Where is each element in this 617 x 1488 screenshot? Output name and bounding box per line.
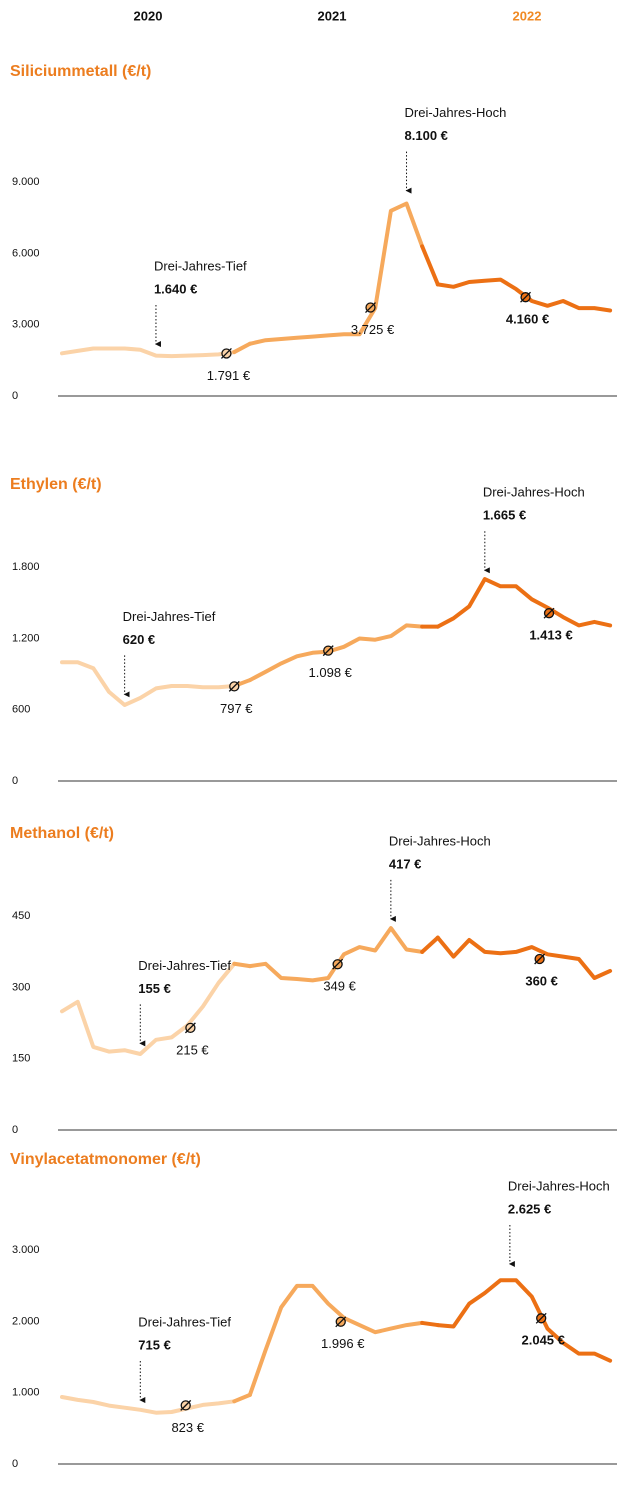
price-line [435, 1278, 613, 1363]
average-marker [543, 607, 555, 619]
y-tick-label: 2.000 [12, 1315, 40, 1327]
average-label: 1.098 € [309, 665, 353, 680]
average-label: 349 € [323, 979, 356, 994]
annotation-text: Drei-Jahres-Tief [123, 609, 216, 624]
average-label: 797 € [220, 701, 253, 716]
average-slash [228, 680, 240, 692]
y-tick-label: 0 [12, 390, 18, 402]
average-slash [535, 1312, 547, 1324]
annotation-text: Drei-Jahres-Hoch [508, 1178, 610, 1193]
average-label: 1.996 € [321, 1336, 365, 1351]
year-label: 2020 [134, 8, 163, 23]
annotation-value: 620 € [123, 632, 156, 647]
average-label: 1.791 € [207, 368, 251, 383]
annotation-text: Drei-Jahres-Tief [138, 1314, 231, 1329]
y-tick-label: 6.000 [12, 247, 40, 259]
average-slash [534, 953, 546, 965]
y-tick-label: 3.000 [12, 1244, 40, 1256]
chart-title: Siliciummetall (€/t) [10, 63, 151, 80]
series-connector [420, 244, 440, 287]
average-slash [180, 1399, 192, 1411]
average-slash [220, 348, 232, 359]
average-slash [335, 1316, 347, 1328]
price-line [247, 201, 425, 346]
average-marker [322, 645, 334, 657]
series-connector [232, 961, 252, 969]
chart: Ethylen (€/t) 0 600 1.200 1.800 Drei-Jahres-T… [10, 476, 617, 787]
average-marker [220, 348, 232, 359]
y-tick-label: 0 [12, 1458, 18, 1470]
annotation-value: 715 € [138, 1337, 171, 1352]
average-label: 2.045 € [522, 1333, 565, 1348]
price-line [247, 623, 425, 683]
chart: Methanol (€/t) 0 150 300 450 Drei-Jahres-Tief… [10, 825, 617, 1136]
average-marker [365, 302, 376, 313]
chart: Vinylacetatmonomer (€/t) 0 1.000 2.000 3.000… [10, 1151, 617, 1470]
price-line [60, 961, 237, 1056]
annotation-text: Drei-Jahres-Hoch [389, 833, 491, 848]
series-connector [232, 1392, 252, 1404]
y-tick-label: 1.800 [12, 561, 40, 573]
annotation-text: Drei-Jahres-Tief [154, 258, 247, 273]
chart-title: Ethylen (€/t) [10, 476, 102, 493]
average-marker [534, 953, 546, 965]
average-marker [184, 1022, 196, 1034]
price-line [60, 1395, 237, 1415]
price-line [435, 577, 613, 629]
series-connector [420, 935, 440, 954]
y-tick-label: 450 [12, 910, 30, 922]
y-tick-label: 600 [12, 704, 30, 716]
average-label: 1.413 € [529, 628, 572, 643]
price-line [60, 346, 237, 359]
y-tick-label: 1.000 [12, 1387, 40, 1399]
y-tick-label: 1.200 [12, 632, 40, 644]
average-label: 823 € [171, 1420, 204, 1435]
annotation-text: Drei-Jahres-Tief [138, 958, 231, 973]
average-marker [535, 1312, 547, 1324]
average-slash [365, 302, 376, 313]
price-line [247, 1283, 425, 1397]
average-marker [520, 291, 531, 303]
average-marker [335, 1316, 347, 1328]
average-slash [332, 958, 344, 970]
annotation-value: 2.625 € [508, 1201, 551, 1216]
annotation-text: Drei-Jahres-Hoch [405, 105, 507, 120]
average-label: 4.160 € [506, 312, 549, 327]
average-marker [332, 958, 344, 970]
price-line [247, 926, 425, 983]
average-marker [180, 1399, 192, 1411]
annotation-value: 417 € [389, 856, 422, 871]
average-label: 215 € [176, 1042, 209, 1057]
series-connector [232, 341, 252, 355]
annotation-value: 1.640 € [154, 281, 197, 296]
chart: Siliciummetall (€/t) 0 3.000 6.000 9.000 Drei… [10, 63, 617, 402]
y-tick-label: 3.000 [12, 319, 40, 331]
annotation-value: 8.100 € [405, 128, 448, 143]
y-tick-label: 150 [12, 1053, 30, 1065]
series-connector [420, 1320, 440, 1328]
annotation-text: Drei-Jahres-Hoch [483, 485, 585, 500]
y-tick-label: 300 [12, 981, 30, 993]
average-slash [520, 291, 531, 303]
price-line [435, 935, 613, 980]
y-tick-label: 9.000 [12, 176, 40, 188]
price-line [60, 660, 237, 707]
average-marker [228, 680, 240, 692]
year-label: 2022 [513, 8, 542, 23]
annotation-value: 1.665 € [483, 508, 526, 523]
y-tick-label: 0 [12, 1124, 18, 1136]
average-slash [322, 645, 334, 657]
y-tick-label: 0 [12, 775, 18, 787]
year-label: 2021 [318, 8, 347, 23]
average-label: 360 € [525, 973, 558, 988]
chart-title: Methanol (€/t) [10, 825, 114, 842]
average-slash [543, 607, 555, 619]
average-slash [184, 1022, 196, 1034]
average-label: 3.725 € [351, 322, 395, 337]
annotation-value: 155 € [138, 981, 171, 996]
chart-title: Vinylacetatmonomer (€/t) [10, 1151, 201, 1168]
